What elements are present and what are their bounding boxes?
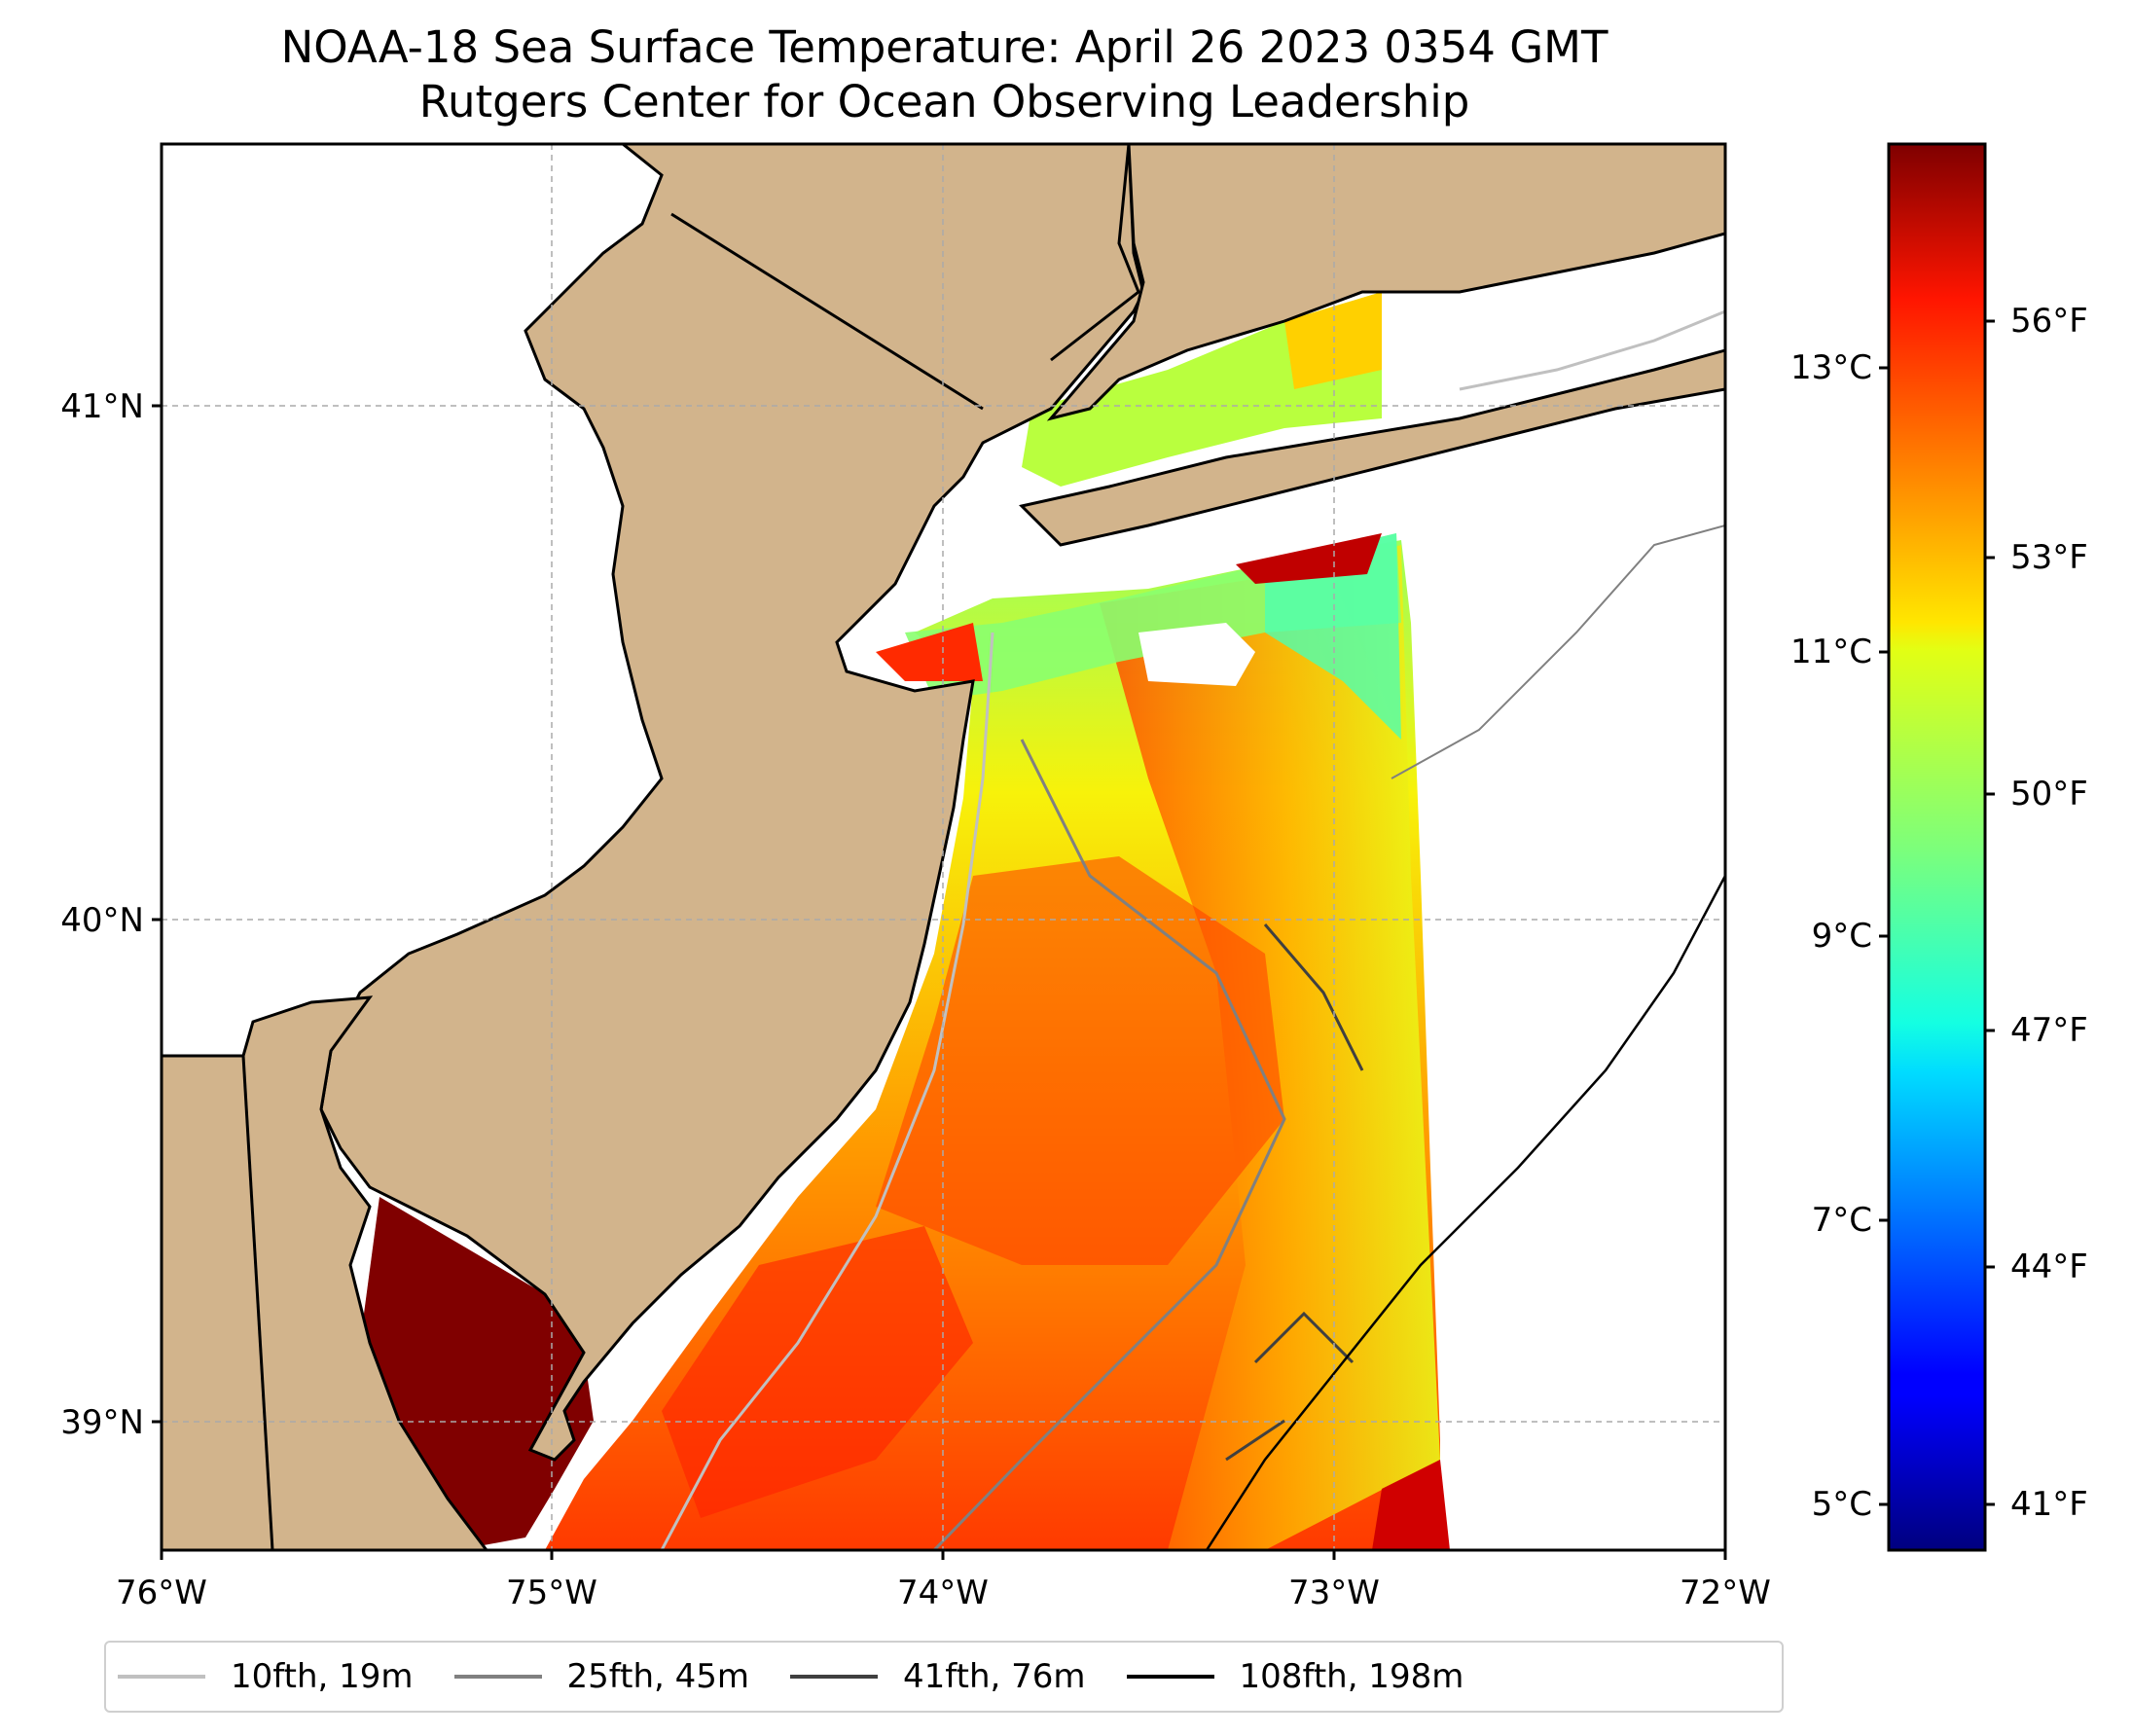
legend-label: 25fth, 45m: [566, 1657, 750, 1696]
x-tick-label: 73°W: [1288, 1573, 1380, 1612]
colorbar-label-fahrenheit: 56°F: [2010, 302, 2088, 341]
colorbar-label-fahrenheit: 50°F: [2010, 775, 2088, 814]
y-tick-label: 40°N: [60, 901, 144, 940]
legend-line-swatch: [118, 1675, 205, 1679]
legend-label: 10fth, 19m: [231, 1657, 414, 1696]
colorbar-label-celsius: 7°C: [1811, 1201, 1872, 1240]
legend-item: 25fth, 45m: [453, 1657, 750, 1696]
bathymetry-contours: [660, 309, 1725, 1550]
y-tick-label: 41°N: [60, 387, 144, 426]
chart-title: NOAA-18 Sea Surface Temperature: April 2…: [280, 21, 1608, 73]
colorbar-label-celsius: 9°C: [1811, 917, 1872, 956]
colorbar-label-celsius: 13°C: [1789, 348, 1872, 387]
legend-item: 10fth, 19m: [118, 1657, 414, 1696]
legend-label: 41fth, 76m: [903, 1657, 1086, 1696]
y-tick-label: 39°N: [60, 1403, 144, 1442]
x-tick-label: 75°W: [506, 1573, 597, 1612]
gridlines: [162, 144, 1725, 1550]
legend-line-swatch: [453, 1675, 542, 1679]
legend-line-swatch: [1126, 1675, 1214, 1679]
state-borders: [162, 144, 1140, 1550]
x-tick-label: 74°W: [897, 1573, 989, 1612]
legend-line-swatch: [790, 1675, 879, 1679]
chart-subtitle: Rutgers Center for Ocean Observing Leade…: [418, 76, 1470, 127]
colorbar-label-celsius: 5°C: [1811, 1485, 1872, 1524]
axis-ticks: [152, 404, 1727, 1560]
legend-item: 108fth, 198m: [1126, 1657, 1464, 1696]
colorbar-label-fahrenheit: 44°F: [2010, 1248, 2088, 1286]
land-masses: [162, 144, 1725, 1550]
contour-legend: 10fth, 19m 25fth, 45m 41fth, 76m 108fth,…: [104, 1641, 1784, 1713]
colorbar-label-fahrenheit: 41°F: [2010, 1485, 2088, 1524]
legend-item: 41fth, 76m: [790, 1657, 1086, 1696]
legend-label: 108fth, 198m: [1239, 1657, 1464, 1696]
colorbar: [1887, 142, 1987, 1552]
colorbar-ticks: [1879, 319, 1995, 1506]
x-tick-label: 72°W: [1680, 1573, 1771, 1612]
colorbar-label-fahrenheit: 47°F: [2010, 1011, 2088, 1050]
colorbar-label-celsius: 11°C: [1789, 633, 1872, 671]
x-tick-label: 76°W: [116, 1573, 207, 1612]
colorbar-label-fahrenheit: 53°F: [2010, 538, 2088, 577]
